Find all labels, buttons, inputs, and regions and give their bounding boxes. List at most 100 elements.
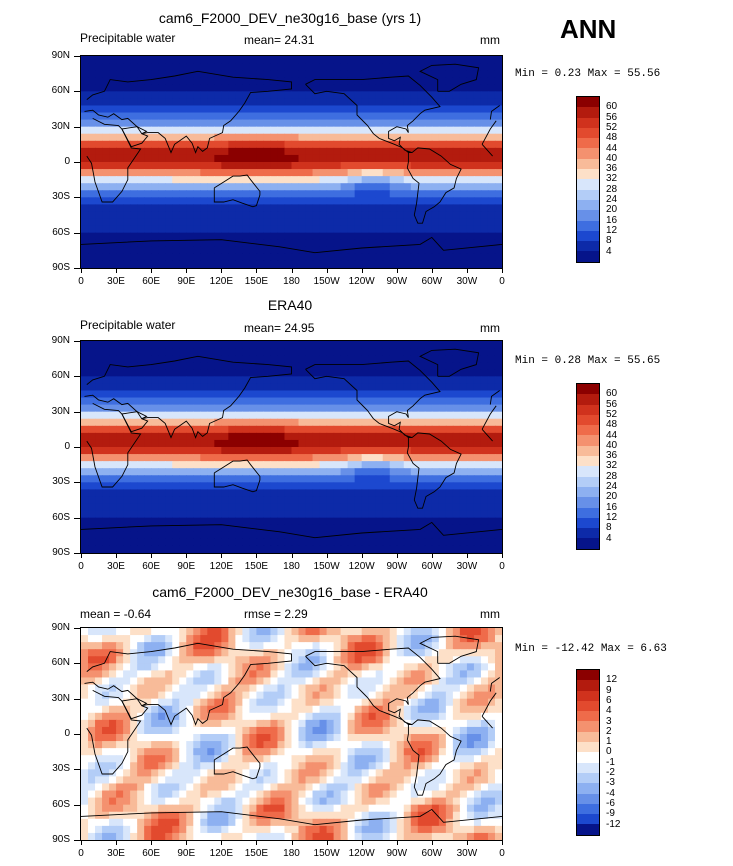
map-cell [494,677,502,686]
map-cell [228,84,236,92]
map-cell [179,390,187,399]
map-cell [410,147,419,156]
lon-tick-label: 120W [348,276,375,287]
map-cell [137,246,145,255]
map-cell [88,741,96,749]
map-cell [172,225,180,234]
map-cell [130,712,138,721]
map-cell [179,503,187,512]
map-cell [473,253,482,262]
map-cell [270,531,279,540]
map-cell [151,698,159,707]
map-cell [165,348,173,356]
map-cell [137,63,145,71]
map-cell [186,190,194,198]
map-cell [375,545,384,553]
map-cell [431,677,440,686]
map-cell [487,545,496,553]
map-cell [480,628,489,636]
map-cell [263,475,272,483]
map-cell [354,169,363,177]
map-cell [347,524,356,533]
map-cell [298,162,307,170]
map-cell [396,63,405,71]
map-cell [109,154,117,163]
map-cell [172,341,180,349]
colorbar-label: 24 [606,481,618,492]
map-cell [179,147,187,156]
map-cell [340,719,349,728]
map-cell [144,376,152,384]
map-cell [270,169,279,177]
map-cell [186,253,194,262]
map-cell [326,432,335,441]
map-cell [151,154,159,163]
map-cell [354,225,363,234]
map-cell [130,482,138,490]
map-cell [319,705,328,714]
map-cell [270,176,279,184]
map-cell [494,154,502,163]
map-cell [144,383,152,392]
map-cell [333,510,342,519]
map-cell [396,663,405,671]
map-cell [186,482,194,490]
map-cell [466,684,475,693]
map-cell [452,253,461,262]
map-cell [417,204,426,213]
map-cell [298,383,307,392]
map-cell [102,169,110,177]
map-cell [221,260,229,268]
map-cell [298,439,307,448]
map-cell [151,447,159,455]
map-cell [361,741,370,749]
map-cell [193,677,201,686]
map-cell [95,698,103,707]
map-cell [480,524,489,533]
map-cell [410,698,419,707]
map-cell [207,98,215,107]
map-cell [361,705,370,714]
map-cell [333,418,342,427]
map-cell [109,204,117,213]
map-cell [333,355,342,363]
map-cell [172,531,180,540]
map-cell [459,698,468,707]
map-cell [109,517,117,526]
map-cell [396,91,405,99]
map-cell [459,496,468,505]
map-cell [494,218,502,227]
map-cell [445,169,454,177]
map-cell [445,369,454,377]
map-cell [494,545,502,553]
map-cell [424,670,433,679]
map-cell [81,147,89,156]
map-cell [480,517,489,526]
map-cell [235,439,243,448]
map-cell [270,70,279,78]
map-cell [256,404,265,413]
panel-minmax: Min = -12.42 Max = 6.63 [515,643,667,655]
map-cell [424,369,433,377]
map-cell [256,628,265,636]
map-cell [123,397,131,406]
map-cell [277,545,286,553]
map-cell [487,447,496,455]
map-cell [214,362,222,370]
map-cell [494,376,502,384]
map-cell [249,260,258,268]
map-cell [207,376,215,384]
map-cell [354,531,363,540]
map-cell [172,232,180,241]
map-cell [256,496,265,505]
map-cell [200,503,208,512]
map-cell [95,98,103,107]
map-cell [445,677,454,686]
map-cell [466,656,475,664]
map-cell [487,105,496,114]
map-cell [438,112,447,121]
map-cell [291,439,300,448]
map-cell [368,239,377,248]
map-cell [473,510,482,519]
map-cell [466,369,475,377]
